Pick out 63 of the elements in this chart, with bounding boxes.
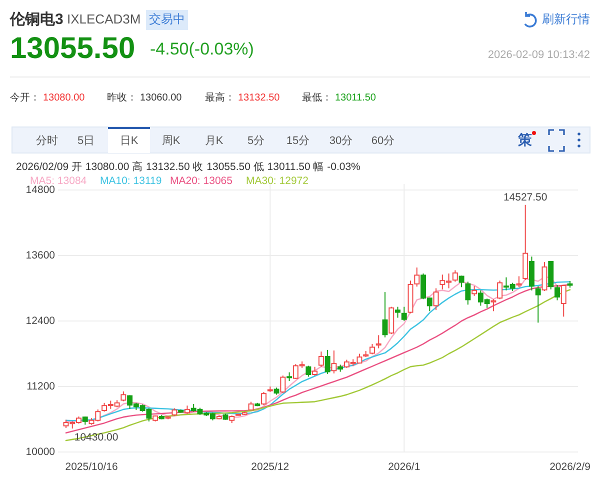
candlestick [465,281,471,306]
chart-subtitle: IXLECAD3M [67,11,141,26]
text: 刷新行情 [542,12,590,26]
candlestick [472,286,478,296]
candlestick [261,391,267,406]
text: 13011.50 [335,92,376,104]
x-tick-label: 2025/12 [251,460,290,473]
text: 5日 [77,134,95,147]
text: 5分 [247,134,265,147]
text: 2026-02-09 10:13:42 [488,48,590,61]
candlestick [280,375,286,394]
x-tick-label: 2026/2/9 [550,460,591,473]
candlestick [535,286,541,324]
candlestick [516,276,522,288]
text: 30分 [329,134,353,147]
y-tick-label: 13600 [26,249,56,262]
candlestick [306,365,312,378]
text: MA30: 12972 [246,174,309,187]
candlestick [369,343,375,355]
candlestick [490,298,496,312]
text: 13055.50 [10,32,136,65]
text: 13080.00 [43,92,86,104]
text: 15分 [286,134,310,147]
candlestick [120,390,126,402]
candlestick [542,262,548,292]
text: 分时 [36,134,58,147]
text: MA10: 13119 [100,174,162,187]
text: MA20: 13065 [170,174,233,187]
candlestick [554,284,560,301]
y-tick-label: 10000 [26,446,56,458]
text: 13060.00 [140,92,182,104]
candlestick [331,350,337,374]
text: -4.50(-0.03%) [150,39,254,58]
text: 60分 [371,134,395,147]
x-tick-label: 2026/1 [388,460,420,473]
text: 交易中 [149,12,185,26]
text: 日K [120,134,139,147]
text: 策 [517,132,533,148]
candlestick [458,275,464,288]
text: 昨收： [107,92,137,104]
chart-title: 伦铜电3 [9,10,64,28]
candlestick [433,288,439,311]
candlestick [497,280,503,300]
candlestick [382,292,388,338]
text: 周K [162,134,181,147]
x-tick-label: 2025/10/16 [65,460,118,473]
text: 今开： [10,92,40,104]
y-tick-label: 11200 [26,380,56,392]
candlestick [452,270,458,282]
candlestick [401,306,407,322]
annotation: 10430.00 [74,431,118,444]
annotation: 14527.50 [503,192,548,204]
text: 最高： [205,92,235,104]
candlestick [318,351,324,368]
candlestick [395,306,400,318]
candlestick [376,334,382,349]
text: 13132.50 [238,92,280,104]
text: 月K [204,134,224,147]
candlestick [324,349,330,374]
text: 2026/02/09 开 13080.00 高 13132.50 收 13055.50 低 13011.50 幅 -0.03% [16,160,360,173]
candlestick [560,284,566,318]
y-tick-label: 12400 [26,314,56,327]
text: 最低： [302,92,332,104]
